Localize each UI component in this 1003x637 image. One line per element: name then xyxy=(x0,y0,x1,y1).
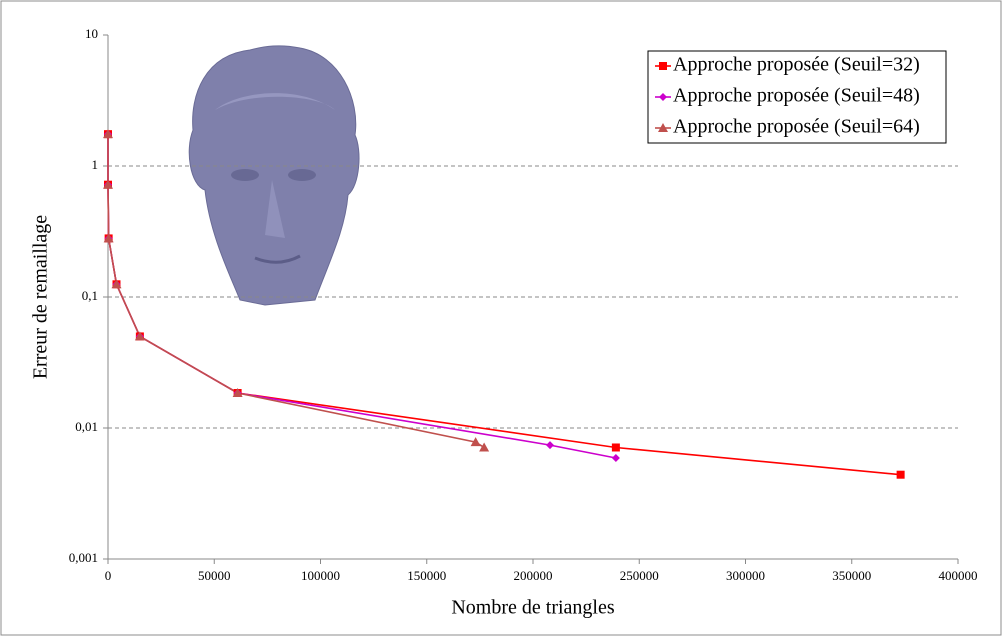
x-tick-label: 150000 xyxy=(407,568,446,583)
legend-marker xyxy=(659,93,667,101)
legend-label: Approche proposée (Seuil=32) xyxy=(673,54,920,76)
data-point xyxy=(103,129,113,139)
legend-marker xyxy=(659,62,667,70)
data-point xyxy=(479,442,490,452)
x-tick-label: 100000 xyxy=(301,568,340,583)
series-line xyxy=(107,134,485,449)
y-tick-label: 1 xyxy=(92,157,99,172)
data-point xyxy=(134,331,145,341)
data-point xyxy=(896,470,905,479)
x-tick-label: 0 xyxy=(105,568,112,583)
data-point xyxy=(111,279,122,289)
x-tick-label: 300000 xyxy=(726,568,765,583)
data-point xyxy=(470,437,481,447)
data-point xyxy=(611,454,620,463)
y-tick-label: 0,001 xyxy=(69,550,98,565)
y-tick-label: 0,01 xyxy=(75,419,98,434)
x-axis-title: Nombre de triangles xyxy=(451,597,614,619)
data-point xyxy=(103,233,114,243)
x-tick-label: 250000 xyxy=(620,568,659,583)
x-tick-label: 50000 xyxy=(198,568,231,583)
legend-label: Approche proposée (Seuil=64) xyxy=(673,116,920,138)
data-point xyxy=(546,441,554,450)
legend xyxy=(647,50,947,144)
data-point xyxy=(103,179,113,189)
x-tick-label: 400000 xyxy=(939,568,978,583)
data-point xyxy=(232,388,243,398)
x-tick-label: 350000 xyxy=(832,568,871,583)
legend-marker xyxy=(658,123,668,132)
face-illustration xyxy=(188,45,360,306)
y-axis-title: Erreur de remaillage xyxy=(30,215,52,379)
y-tick-label: 10 xyxy=(85,26,98,41)
y-tick-label: 0,1 xyxy=(82,288,98,303)
legend-label: Approche proposée (Seuil=48) xyxy=(673,85,920,107)
data-point xyxy=(611,443,620,452)
x-tick-label: 200000 xyxy=(514,568,553,583)
